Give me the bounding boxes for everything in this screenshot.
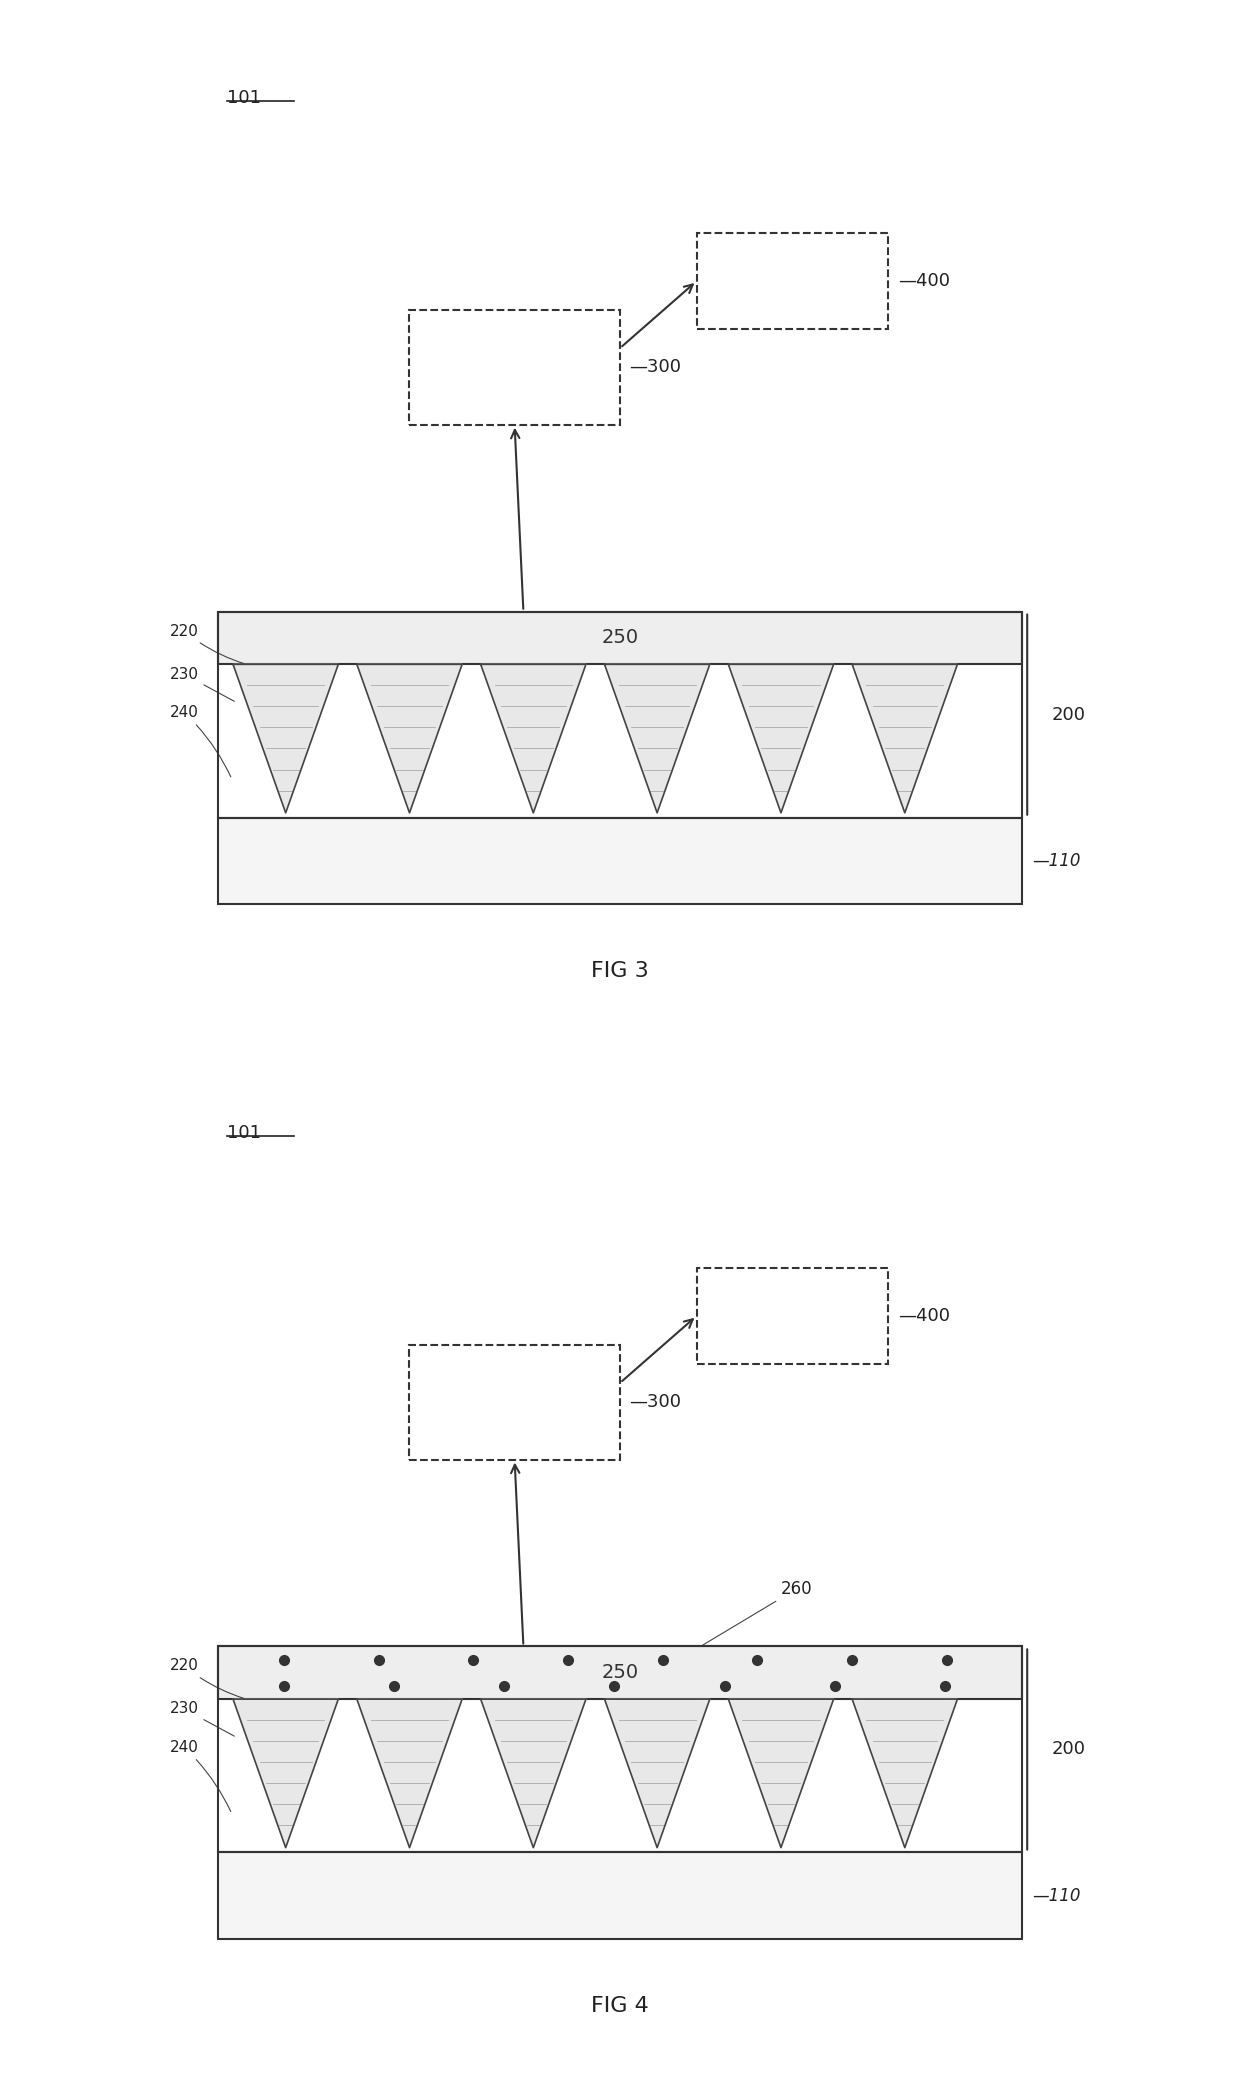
Polygon shape bbox=[852, 1698, 957, 1848]
Text: FIG 3: FIG 3 bbox=[591, 961, 649, 982]
Polygon shape bbox=[357, 664, 463, 814]
Text: —300: —300 bbox=[630, 359, 682, 376]
Text: 220: 220 bbox=[170, 623, 244, 664]
Text: 260: 260 bbox=[703, 1580, 812, 1644]
Text: FIG 4: FIG 4 bbox=[591, 1995, 649, 2016]
Polygon shape bbox=[357, 1698, 463, 1848]
Text: 200: 200 bbox=[1052, 1740, 1085, 1758]
Polygon shape bbox=[605, 1698, 709, 1848]
Text: —110: —110 bbox=[1032, 1887, 1080, 1904]
Text: —300: —300 bbox=[630, 1393, 682, 1412]
Polygon shape bbox=[728, 1698, 833, 1848]
Polygon shape bbox=[852, 664, 957, 814]
Text: 250: 250 bbox=[601, 1663, 639, 1682]
FancyBboxPatch shape bbox=[217, 818, 1023, 903]
Text: 101: 101 bbox=[227, 1125, 262, 1142]
Text: —400: —400 bbox=[898, 272, 950, 291]
Text: —110: —110 bbox=[1032, 851, 1080, 870]
FancyBboxPatch shape bbox=[697, 233, 888, 328]
Polygon shape bbox=[605, 664, 709, 814]
Text: 230: 230 bbox=[170, 666, 234, 702]
Text: 240: 240 bbox=[170, 1740, 231, 1812]
Polygon shape bbox=[728, 664, 833, 814]
FancyBboxPatch shape bbox=[217, 1646, 1023, 1698]
FancyBboxPatch shape bbox=[217, 1852, 1023, 1939]
FancyBboxPatch shape bbox=[409, 309, 620, 426]
Text: 200: 200 bbox=[1052, 706, 1085, 725]
Polygon shape bbox=[233, 1698, 339, 1848]
Text: 230: 230 bbox=[170, 1702, 234, 1736]
Text: 240: 240 bbox=[170, 706, 231, 776]
FancyBboxPatch shape bbox=[409, 1345, 620, 1459]
Polygon shape bbox=[481, 1698, 587, 1848]
FancyBboxPatch shape bbox=[217, 612, 1023, 664]
Text: 101: 101 bbox=[227, 89, 262, 108]
Text: 250: 250 bbox=[601, 629, 639, 648]
FancyBboxPatch shape bbox=[697, 1268, 888, 1364]
Text: 220: 220 bbox=[170, 1659, 244, 1698]
Text: —400: —400 bbox=[898, 1308, 950, 1324]
Polygon shape bbox=[233, 664, 339, 814]
Polygon shape bbox=[481, 664, 587, 814]
